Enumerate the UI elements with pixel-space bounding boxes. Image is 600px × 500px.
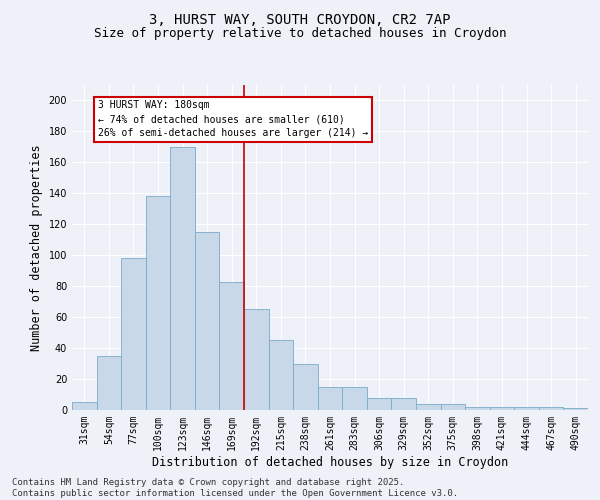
Bar	[318, 387, 342, 410]
Bar	[97, 356, 121, 410]
Bar	[514, 407, 539, 410]
Bar	[440, 404, 465, 410]
Text: 3 HURST WAY: 180sqm
← 74% of detached houses are smaller (610)
26% of semi-detac: 3 HURST WAY: 180sqm ← 74% of detached ho…	[98, 100, 368, 138]
Bar	[269, 340, 293, 410]
Bar	[72, 402, 97, 410]
Bar	[342, 387, 367, 410]
Y-axis label: Number of detached properties: Number of detached properties	[30, 144, 43, 351]
Bar	[220, 282, 244, 410]
Bar	[563, 408, 588, 410]
Bar	[293, 364, 318, 410]
Bar	[539, 407, 563, 410]
Bar	[146, 196, 170, 410]
Text: Size of property relative to detached houses in Croydon: Size of property relative to detached ho…	[94, 28, 506, 40]
Bar	[367, 398, 391, 410]
Bar	[170, 147, 195, 410]
Bar	[195, 232, 220, 410]
Bar	[391, 398, 416, 410]
Text: 3, HURST WAY, SOUTH CROYDON, CR2 7AP: 3, HURST WAY, SOUTH CROYDON, CR2 7AP	[149, 12, 451, 26]
Bar	[490, 407, 514, 410]
Bar	[465, 407, 490, 410]
X-axis label: Distribution of detached houses by size in Croydon: Distribution of detached houses by size …	[152, 456, 508, 468]
Bar	[416, 404, 440, 410]
Text: Contains HM Land Registry data © Crown copyright and database right 2025.
Contai: Contains HM Land Registry data © Crown c…	[12, 478, 458, 498]
Bar	[121, 258, 146, 410]
Bar	[244, 310, 269, 410]
